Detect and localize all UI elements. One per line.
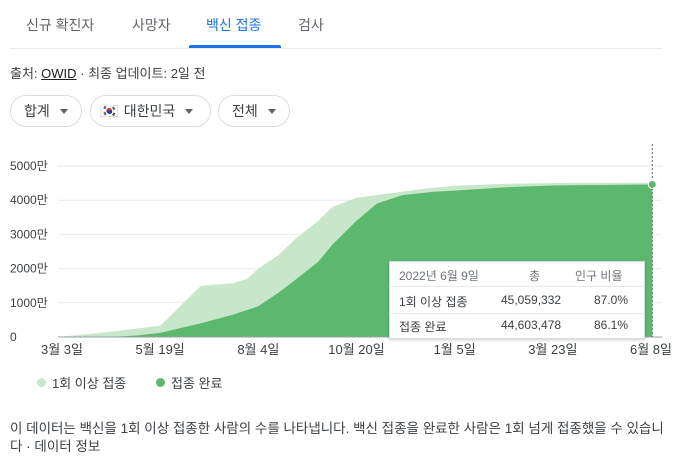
tab-testing[interactable]: 검사 [298, 17, 324, 33]
flag-icon: 🇰🇷 [100, 103, 119, 120]
hover-marker [647, 179, 657, 189]
country-dropdown-label: 대한민국 [123, 103, 176, 119]
tooltip-col-total: 총 [529, 269, 541, 283]
chart-tooltip: 2022년 6월 9일 총 인구 비율 1회 이상 접종 45,059,332 … [389, 261, 645, 339]
tab-deaths[interactable]: 사망자 [132, 17, 171, 33]
tab-bar: 신규 확진자 사망자 백신 접종 검사 [10, 0, 662, 49]
source-link[interactable]: OWID [41, 66, 77, 81]
legend-item-first-dose[interactable]: 1회 이상 접종 [37, 373, 126, 392]
chevron-down-icon [59, 108, 68, 114]
footer-note: 이 데이터는 백신을 1회 이상 접종한 사람의 수를 나타냅니다. 백신 접종… [10, 420, 670, 456]
metric-dropdown-label: 합계 [24, 103, 50, 119]
x-tick-label: 3월 3일 [41, 342, 83, 357]
y-tick-label: 5000만 [10, 159, 48, 173]
active-tab-indicator [189, 45, 281, 48]
metric-dropdown[interactable]: 합계 [10, 95, 82, 127]
tooltip-row-label: 1회 이상 접종 [399, 295, 468, 309]
x-tick-label: 8월 4일 [237, 342, 279, 357]
legend-swatch [37, 378, 46, 387]
y-tick-label: 1000만 [10, 296, 48, 310]
footer-text: 이 데이터는 백신을 1회 이상 접종한 사람의 수를 나타냅니다. 백신 접종… [10, 421, 664, 454]
range-dropdown-label: 전체 [232, 103, 258, 119]
y-tick-label: 3000만 [10, 227, 48, 241]
data-info-link[interactable]: 데이터 정보 [34, 439, 101, 454]
tooltip-col-ratio: 인구 비율 [575, 269, 623, 283]
source-prefix: 출처: [10, 66, 42, 81]
legend-swatch [156, 378, 165, 387]
tooltip-row-ratio: 86.1% [594, 318, 629, 332]
tooltip-row-ratio: 87.0% [594, 293, 629, 307]
x-tick-label: 5월 19일 [136, 342, 185, 357]
x-tick-label: 6월 8일 [630, 342, 672, 357]
y-tick-label: 0 [10, 330, 17, 344]
y-tick-label: 4000만 [10, 193, 48, 207]
tooltip-row-total: 44,603,478 [501, 318, 562, 332]
chevron-down-icon [185, 108, 194, 114]
tab-vaccinations[interactable]: 백신 접종 [206, 17, 262, 33]
y-tick-label: 2000만 [10, 262, 48, 276]
range-dropdown[interactable]: 전체 [218, 95, 290, 127]
tooltip-row-label: 접종 완료 [399, 320, 447, 334]
source-line: 출처: OWID · 최종 업데이트: 2일 전 [10, 63, 205, 82]
legend-label: 접종 완료 [171, 376, 223, 391]
chevron-down-icon [267, 108, 276, 114]
tooltip-divider [390, 286, 644, 287]
tooltip-divider [390, 313, 644, 314]
country-dropdown[interactable]: 🇰🇷 대한민국 [90, 95, 211, 127]
legend-label: 1회 이상 접종 [52, 376, 127, 391]
update-info: · 최종 업데이트: 2일 전 [76, 66, 206, 81]
tooltip-date: 2022년 6월 9일 [399, 269, 479, 283]
tab-new-cases[interactable]: 신규 확진자 [26, 17, 95, 33]
tooltip-row-total: 45,059,332 [501, 293, 562, 307]
legend-item-fully-vaccinated[interactable]: 접종 완료 [156, 373, 222, 392]
x-tick-label: 3월 23일 [528, 342, 577, 357]
x-tick-label: 1월 5일 [434, 342, 476, 357]
x-tick-label: 10월 20일 [328, 342, 384, 357]
